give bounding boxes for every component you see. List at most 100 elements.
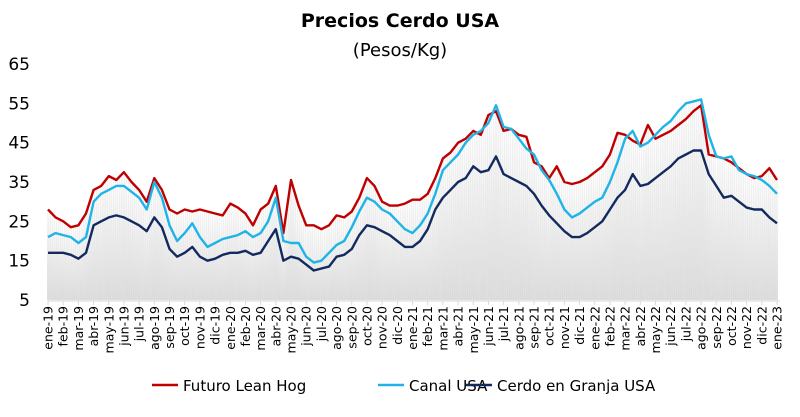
chart-title: Precios Cerdo USA [301,10,500,32]
series-line-2 [47,98,778,264]
background-bar [662,126,665,301]
background-bar [620,133,623,301]
background-bar [261,207,264,301]
background-bar [326,226,329,301]
x-tick-label: may-20 [284,306,299,353]
background-bar [665,123,668,301]
y-tick-label: 35 [8,173,30,193]
x-tick-label: ene-19 [41,306,56,350]
background-bar [728,156,731,301]
background-bar [515,133,518,301]
background-bar [377,193,380,301]
x-tick-label: jun-20 [299,306,314,347]
background-bar [346,214,350,301]
background-bar [690,101,693,301]
background-bar [84,213,88,301]
background-bar [98,186,101,301]
background-bar [567,182,570,301]
background-bar [134,185,137,301]
background-bar [122,172,125,301]
background-bar [646,124,649,301]
x-tick-label: mar-21 [435,306,450,351]
background-bar [221,215,224,301]
background-bar [595,170,598,301]
background-bar [582,179,585,301]
background-bar [407,201,410,301]
background-bar [73,226,76,301]
background-bar [637,142,640,301]
background-bar [212,212,215,301]
background-bar [745,173,748,301]
background-bar [447,153,450,301]
background-bar [460,140,463,301]
background-bar [673,115,676,301]
x-tick-label: may-22 [648,306,663,353]
background-bar [521,135,524,301]
background-bar [468,134,471,301]
background-bar [379,197,382,301]
background-bar [289,179,293,301]
background-bar [102,183,105,301]
background-bar [128,179,131,301]
x-tick-label: mar-20 [253,306,268,351]
background-bar [299,210,302,301]
background-bar [185,209,188,301]
background-bar [679,109,682,301]
background-bar [157,183,160,301]
background-bar [324,227,327,301]
background-bar [200,209,203,301]
background-bar [487,114,490,301]
background-bar [544,172,547,301]
x-tick-label: may-21 [466,306,481,353]
background-bar [675,113,678,301]
background-bar [316,227,319,301]
x-tick-label: nov-19 [192,306,207,349]
x-tick-label: oct-22 [724,306,739,346]
legend-item: Futuro Lean Hog [152,377,306,395]
background-bar [382,202,386,301]
legend-label: Futuro Lean Hog [183,377,306,395]
background-bar [496,110,499,301]
background-bar [559,173,562,301]
background-bar [589,174,593,301]
background-bar [743,172,746,301]
x-axis: ene-19 feb-19 mar-19 abr-19 may-19 jun-19 jul-… [41,300,785,353]
background-bar [565,182,568,301]
background-bar [48,211,51,301]
background-bar [419,199,422,301]
background-bar [457,142,460,301]
background-bar [214,213,217,301]
background-bar [81,219,84,301]
background-bar [635,138,638,301]
background-bar [608,154,611,301]
x-tick-label: dic-20 [390,306,405,345]
background-bar [244,213,247,301]
background-bar [715,156,718,301]
background-bar [295,199,298,301]
background-bar [240,210,243,301]
x-tick-label: jul-19 [132,306,147,342]
x-tick-label: feb-20 [238,306,253,346]
background-bar [502,126,505,301]
background-bar [527,143,530,301]
background-bar [625,136,629,301]
background-bar [736,166,739,301]
x-tick-label: ago-19 [147,306,162,350]
background-bar [538,165,541,301]
background-bar [400,204,403,301]
background-bar [343,217,346,301]
background-bar [183,209,186,301]
background-bar [644,129,648,301]
background-bar [401,203,405,301]
background-bar [569,183,572,301]
background-bar [643,134,646,301]
background-bar [747,174,750,301]
background-bar [724,157,727,301]
background-bar [648,128,651,301]
background-bar [303,220,306,301]
background-bar [479,130,482,301]
x-tick-label: oct-19 [177,306,192,346]
background-bar [483,124,486,301]
background-bar [136,187,139,301]
background-bar [204,210,207,301]
